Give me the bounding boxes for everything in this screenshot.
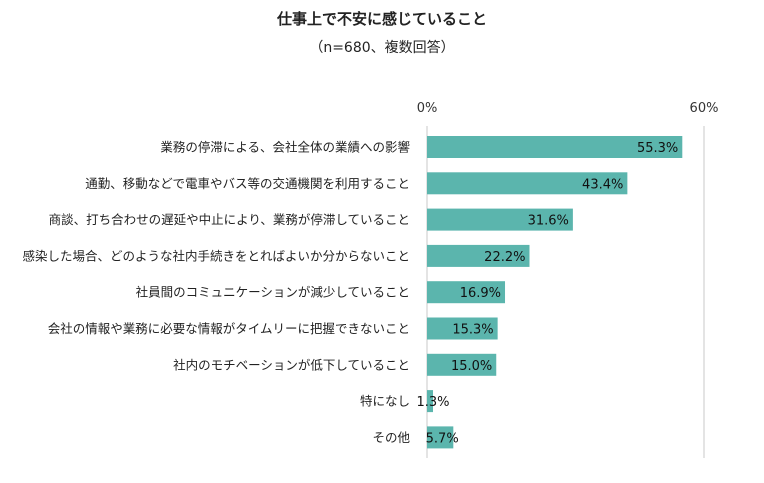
value-label: 1.3% [416,395,449,410]
x-tick-label: 60% [690,101,719,116]
category-label: 業務の停滞による、会社全体の業績への影響 [160,140,410,155]
value-label: 15.3% [452,323,493,338]
bar [427,426,454,449]
category-label: その他 [372,430,410,445]
value-label: 15.0% [451,359,492,374]
value-label: 22.2% [484,250,525,265]
bar [427,353,497,376]
category-label: 会社の情報や業務に必要な情報がタイムリーに把握できないこと [48,321,410,336]
value-label: 55.3% [637,141,678,156]
value-label: 43.4% [582,177,623,192]
category-label: 商談、打ち合わせの遅延や中止により、業務が停滞していること [49,212,410,227]
category-label: 通勤、移動などで電車やバス等の交通機関を利用すること [85,176,410,191]
bar [427,317,498,340]
bar [427,208,573,231]
chart-title: 仕事上で不安に感じていること [276,10,487,28]
category-labels: 業務の停滞による、会社全体の業績への影響通勤、移動などで電車やバス等の交通機関を… [22,140,410,445]
value-label: 5.7% [426,431,459,446]
x-tick-label: 0% [417,101,438,116]
value-label: 31.6% [528,214,569,229]
bar [427,136,683,158]
chart-subtitle: （n=680、複数回答） [309,40,455,56]
category-label: 社内のモチベーションが低下していること [173,357,410,372]
bar [427,390,434,413]
value-labels: 55.3% 43.4% 31.6% 22.2% 16.9% 15.3% 15.0% 1.3% 5… [416,141,678,446]
bar [427,281,506,304]
category-label: 感染した場合、どのような社内手続きをとればよいか分からないこと [22,248,410,263]
bar [427,244,530,267]
bar-series [427,136,683,449]
bar [427,172,628,195]
category-label: 社員間のコミュニケーションが減少していること [136,285,410,300]
category-label: 特になし [360,394,410,409]
value-label: 16.9% [460,286,501,301]
